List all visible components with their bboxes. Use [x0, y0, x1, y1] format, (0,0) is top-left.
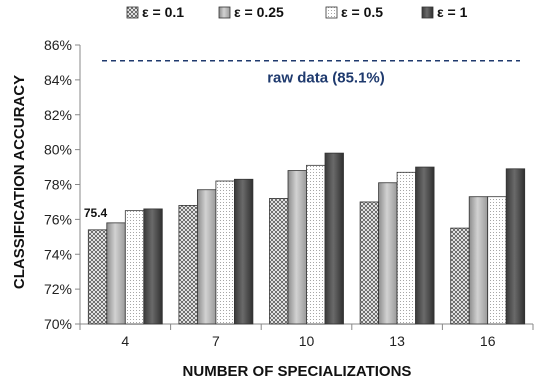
bar-10-series-4	[324, 152, 344, 325]
data-label: 75.4	[84, 206, 108, 220]
x-tick-label: 10	[299, 333, 315, 349]
y-tick-label: 86%	[44, 37, 72, 53]
bar-7-series-1	[178, 205, 198, 325]
bar-10-series-1	[269, 198, 289, 325]
bar-7-series-3	[215, 180, 235, 325]
x-tick-label: 7	[212, 333, 220, 349]
x-tick-label: 4	[121, 333, 129, 349]
bar-13-series-2	[378, 182, 398, 325]
y-tick-label: 70%	[44, 316, 72, 332]
bar-10-series-2	[287, 170, 307, 325]
x-axis-title: NUMBER OF SPECIALIZATIONS	[183, 363, 412, 380]
y-tick-label: 84%	[44, 72, 72, 88]
y-tick-label: 76%	[44, 211, 72, 227]
bar-4-series-1	[87, 229, 108, 325]
bar-7-series-2	[196, 189, 217, 325]
y-tick-label: 74%	[44, 246, 72, 262]
legend-swatch-1	[126, 6, 139, 19]
bar-10-series-3	[306, 164, 326, 325]
data-labels: 75.4	[84, 206, 108, 220]
legend-swatch-4	[421, 6, 434, 19]
bar-16-series-3	[487, 196, 507, 325]
bar-7-series-4	[233, 178, 254, 325]
bar-13-series-4	[415, 166, 435, 325]
y-tick-label: 80%	[44, 142, 72, 158]
bar-16-series-2	[468, 196, 489, 325]
y-tick-label: 78%	[44, 177, 72, 193]
bar-13-series-3	[396, 171, 417, 325]
reference-line-group: raw data (85.1%)	[102, 59, 520, 87]
y-axis: 70% 72% 74% 76% 78% 80% 82% 84% 86%	[44, 37, 81, 332]
bar-16-series-1	[450, 227, 470, 325]
legend-swatch-3	[325, 6, 338, 19]
reference-line-label: raw data (85.1%)	[267, 70, 385, 87]
x-tick-label: 13	[389, 333, 405, 349]
legend-label-1: ε = 0.1	[142, 4, 184, 20]
bar-groups	[87, 152, 526, 325]
x-tick-label: 16	[480, 333, 496, 349]
legend-label-4: ε = 1	[437, 4, 468, 20]
legend: ε = 0.1 ε = 0.25 ε = 0.5 ε = 1	[126, 4, 468, 20]
y-tick-label: 82%	[44, 107, 72, 123]
bar-4-series-3	[124, 210, 145, 325]
legend-swatch-2	[218, 6, 231, 19]
x-axis: 4 7 10 13 16	[79, 323, 534, 349]
y-tick-label: 72%	[44, 281, 72, 297]
y-axis-title: CLASSIFICATION ACCURACY	[11, 75, 28, 289]
legend-label-2: ε = 0.25	[234, 4, 284, 20]
bar-4-series-2	[106, 222, 126, 325]
bar-16-series-4	[505, 168, 526, 325]
bar-13-series-1	[359, 201, 380, 325]
bar-4-series-4	[143, 208, 163, 325]
legend-label-3: ε = 0.5	[341, 4, 383, 20]
